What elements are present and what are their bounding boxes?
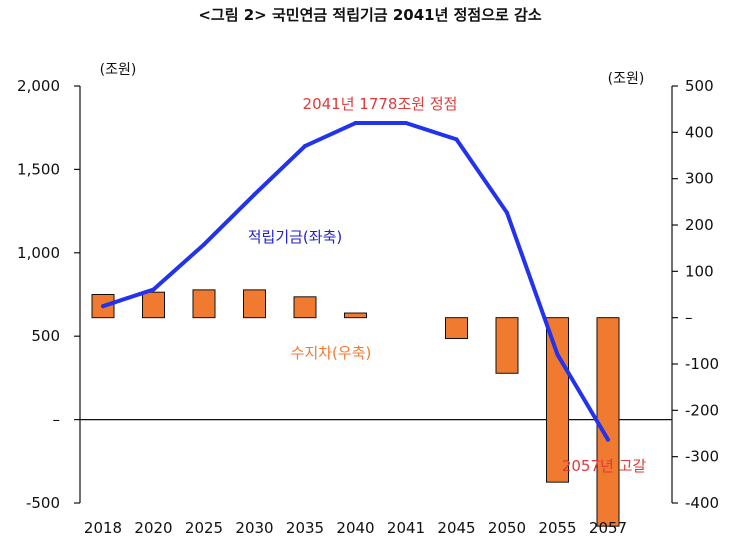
left-tick-label: – (53, 411, 61, 429)
left-tick-label: 2,000 (17, 77, 60, 95)
left-axis: 2,000 1,500 1,000 500 – -500 (17, 77, 81, 512)
x-tick-label: 2041 (387, 519, 425, 537)
x-tick-label: 2018 (84, 519, 122, 537)
x-tick-label: 2035 (286, 519, 324, 537)
right-axis-unit: (조원) (608, 71, 645, 87)
left-tick-label: -500 (26, 494, 60, 512)
balance-bar-2025 (192, 289, 216, 319)
left-tick-label: 1,500 (17, 160, 60, 178)
x-tick-label: 2020 (134, 519, 172, 537)
right-tick-label: -200 (685, 401, 719, 419)
fund-point-2057 (606, 437, 610, 442)
fund-series-label: 적립기금(좌축) (248, 228, 343, 246)
right-tick-label: -300 (685, 448, 719, 466)
balance-bars (91, 289, 620, 527)
x-tick-label: 2045 (437, 519, 475, 537)
balance-bar-2050 (495, 317, 519, 374)
right-tick-label: 500 (685, 77, 714, 95)
fund-point-2020 (151, 287, 156, 292)
balance-bar-2020 (142, 291, 165, 319)
x-tick-label: 2025 (185, 519, 223, 537)
peak-annotation: 2041년 1778조원 정점 (303, 95, 458, 113)
left-tick-label: 1,000 (17, 244, 60, 262)
x-tick-label: 2057 (589, 519, 627, 537)
right-tick-label: 400 (685, 123, 714, 141)
fund-point-2025 (202, 242, 206, 247)
chart-title: <그림 2> 국민연금 적립기금 2041년 정점으로 감소 (198, 6, 541, 24)
right-tick-label: -400 (685, 494, 719, 512)
balance-bar-2040 (344, 312, 367, 319)
left-axis-unit: (조원) (100, 62, 137, 78)
right-tick-label: -100 (685, 355, 719, 373)
right-tick-label: – (685, 309, 693, 327)
x-tick-label: 2055 (538, 519, 576, 537)
balance-bar-2030 (243, 289, 266, 319)
right-tick-label: 200 (685, 216, 714, 234)
x-tick-label: 2050 (488, 519, 526, 537)
x-tick-label: 2030 (235, 519, 273, 537)
balance-bar-2057 (596, 317, 620, 527)
balance-bar-2055 (546, 317, 569, 483)
fund-series-line (101, 121, 610, 442)
fund-point-2041 (404, 121, 408, 126)
fund-point-2050 (505, 210, 509, 215)
fund-point-2035 (303, 144, 307, 149)
balance-bar-2045 (445, 317, 468, 340)
fund-point-2040 (353, 121, 358, 126)
balance-bar-2035 (293, 296, 317, 319)
fund-point-2018 (101, 304, 105, 309)
fund-line (101, 121, 610, 442)
balance-series-label: 수지차(우축) (291, 344, 372, 362)
right-tick-label: 300 (685, 170, 714, 188)
right-tick-label: 100 (685, 262, 714, 280)
fund-point-2030 (252, 192, 257, 197)
fund-point-2055 (555, 352, 560, 357)
x-tick-label: 2040 (336, 519, 374, 537)
fund-point-2045 (454, 137, 459, 142)
left-tick-label: 500 (31, 327, 60, 345)
x-axis-labels: 2018 2020 2025 2030 2035 2040 2041 2045 2050 2055… (84, 519, 627, 537)
depletion-annotation: 2057년 고갈 (562, 457, 647, 475)
right-axis: 500 400 300 200 100 – -100 -200 -300 -400 (671, 77, 719, 512)
